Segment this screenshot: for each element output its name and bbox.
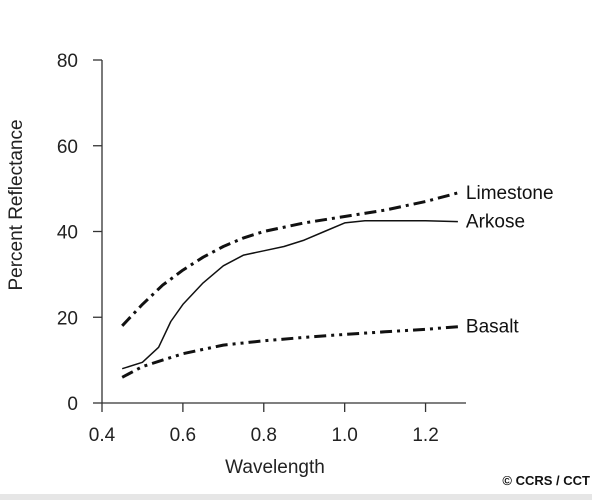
series-line-limestone (121, 191, 459, 327)
y-axis-ticks: 0 20 40 60 80 (57, 51, 102, 415)
x-tick-label: 0.6 (170, 425, 196, 446)
copyright-credit: © CCRS / CCT (502, 473, 590, 488)
series-labels: Limestone Arkose Basalt (466, 183, 554, 338)
x-axis-ticks: 0.4 0.6 0.8 1.0 1.2 (89, 403, 439, 446)
series-line-arkose (121, 220, 458, 370)
y-tick-label: 40 (57, 223, 78, 244)
series-line-basalt (121, 325, 459, 379)
y-axis-title: Percent Reflectance (6, 119, 27, 290)
axes (101, 60, 466, 404)
series-label-limestone: Limestone (466, 183, 554, 204)
x-tick-label: 0.4 (89, 425, 116, 446)
series-layer (121, 191, 459, 379)
x-tick-label: 1.2 (412, 425, 438, 446)
x-axis-title: Wavelength (225, 457, 325, 478)
y-tick-label: 0 (67, 394, 78, 415)
y-tick-label: 20 (57, 308, 78, 329)
series-label-basalt: Basalt (466, 317, 520, 338)
bottom-band (0, 494, 592, 500)
x-tick-label: 1.0 (331, 425, 357, 446)
y-tick-label: 60 (57, 137, 78, 158)
x-tick-label: 0.8 (251, 425, 277, 446)
series-label-arkose: Arkose (466, 212, 525, 233)
y-tick-label: 80 (57, 51, 78, 72)
